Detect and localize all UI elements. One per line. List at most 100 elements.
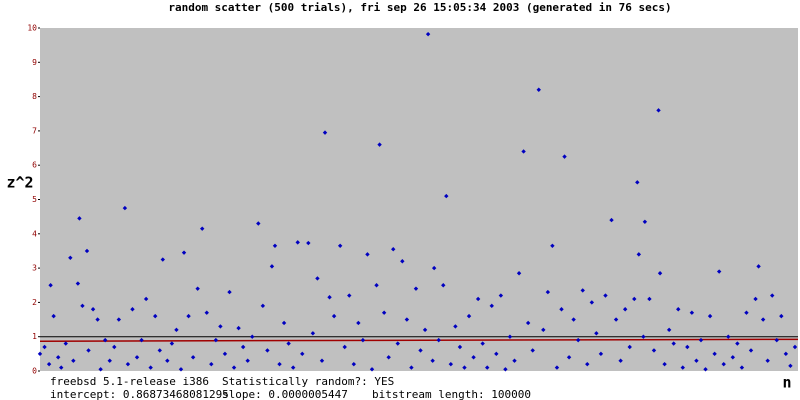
point — [485, 365, 490, 370]
point — [753, 296, 758, 302]
point — [102, 337, 108, 343]
point — [575, 337, 581, 343]
point — [204, 310, 209, 315]
point — [671, 341, 676, 346]
point — [300, 351, 305, 357]
point — [627, 344, 632, 350]
point — [716, 269, 722, 274]
point — [647, 296, 652, 302]
point — [319, 358, 325, 363]
point — [356, 320, 361, 326]
point — [51, 313, 56, 319]
point — [559, 307, 564, 312]
point — [651, 348, 657, 353]
point — [730, 355, 736, 360]
point — [462, 365, 467, 370]
point — [721, 361, 726, 367]
point — [516, 271, 522, 276]
point — [260, 303, 266, 309]
point — [256, 221, 261, 226]
point — [512, 358, 517, 363]
point — [134, 355, 140, 360]
point — [703, 367, 708, 372]
point — [281, 320, 287, 326]
point — [471, 355, 476, 360]
point — [618, 358, 623, 363]
point — [457, 344, 463, 350]
point — [404, 317, 410, 322]
point — [494, 351, 499, 357]
point — [153, 313, 158, 319]
point — [413, 286, 419, 291]
point — [480, 341, 485, 346]
point — [265, 348, 270, 353]
point — [178, 367, 184, 372]
point — [783, 351, 789, 357]
point — [245, 358, 250, 363]
point — [635, 180, 640, 185]
point — [84, 248, 90, 254]
point — [418, 348, 423, 353]
point — [425, 31, 431, 37]
point — [774, 337, 779, 343]
point — [748, 348, 754, 353]
y-tick-label: 7 — [32, 126, 37, 135]
point — [466, 313, 472, 319]
y-tick-label: 8 — [32, 92, 37, 101]
point — [269, 264, 275, 269]
point — [739, 365, 745, 370]
point — [116, 317, 122, 322]
point — [541, 327, 546, 333]
point — [351, 361, 357, 367]
note: intercept: 0.86873468081295 — [50, 388, 229, 400]
y-tick-label: 0 — [32, 367, 37, 376]
point — [377, 142, 382, 147]
point — [125, 361, 131, 367]
point — [444, 193, 449, 199]
point — [657, 271, 663, 276]
y-tick-label: 9 — [32, 58, 37, 67]
point — [594, 331, 599, 336]
point — [475, 296, 481, 302]
y-tick-label: 10 — [27, 24, 37, 33]
point — [707, 313, 713, 319]
point — [694, 358, 699, 363]
point — [689, 310, 695, 315]
point — [430, 358, 435, 363]
point — [395, 341, 400, 346]
point — [186, 313, 191, 319]
point — [530, 348, 535, 353]
point — [503, 367, 508, 372]
point — [222, 351, 228, 357]
point — [42, 344, 47, 350]
point — [436, 337, 441, 343]
point — [331, 313, 337, 319]
point — [130, 307, 135, 312]
point — [227, 289, 232, 295]
point — [360, 337, 366, 343]
point — [609, 217, 614, 223]
y-tick-label: 6 — [32, 161, 37, 170]
point — [448, 361, 454, 367]
point — [585, 361, 590, 367]
point — [744, 310, 749, 315]
point — [580, 288, 585, 293]
point — [213, 337, 219, 343]
point — [347, 293, 352, 298]
y-tick-label: 1 — [32, 332, 37, 341]
point — [90, 307, 96, 312]
point — [86, 348, 91, 353]
point — [680, 365, 685, 370]
x-axis-label: n — [782, 374, 791, 392]
point — [613, 317, 619, 322]
point — [698, 337, 704, 343]
point — [240, 344, 246, 350]
point — [603, 293, 608, 298]
point — [306, 240, 311, 246]
point — [712, 351, 717, 357]
point — [521, 149, 526, 154]
point — [310, 331, 316, 336]
point — [507, 334, 513, 339]
point — [792, 344, 798, 350]
